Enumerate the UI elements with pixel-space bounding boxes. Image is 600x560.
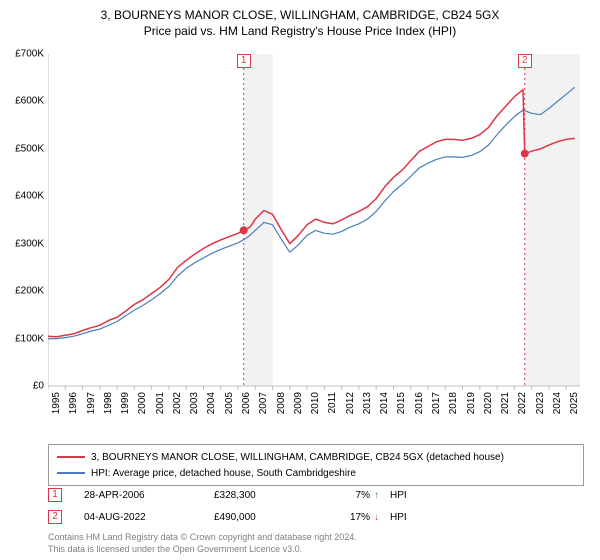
x-axis-label: 2001 [155,392,166,414]
y-axis-label: £600K [0,96,44,107]
x-axis-label: 2016 [414,392,425,414]
x-axis-label: 2011 [327,392,338,414]
legend-label-hpi: HPI: Average price, detached house, Sout… [91,468,356,479]
legend-row-property: 3, BOURNEYS MANOR CLOSE, WILLINGHAM, CAM… [57,449,575,465]
y-axis-label: £400K [0,191,44,202]
x-axis-label: 2008 [276,392,287,414]
title-line-2: Price paid vs. HM Land Registry's House … [0,22,600,38]
x-axis-label: 2003 [189,392,200,414]
x-axis-label: 2010 [310,392,321,414]
x-axis-label: 2020 [483,392,494,414]
chart-sale-marker: 1 [237,54,251,68]
x-axis-label: 2004 [206,392,217,414]
x-axis-label: 2015 [396,392,407,414]
sale-arrow-2-icon: ↓ [374,512,390,523]
y-axis-label: £200K [0,286,44,297]
x-axis-label: 1999 [120,392,131,414]
x-axis-label: 2025 [569,392,580,414]
legend-swatch-hpi [57,472,85,474]
y-axis-label: £500K [0,143,44,154]
y-axis-label: £300K [0,238,44,249]
sale-marker-1: 1 [48,488,62,502]
footer-line-1: Contains HM Land Registry data © Crown c… [48,532,584,544]
sale-vs-2: HPI [390,512,407,523]
x-axis-label: 2007 [258,392,269,414]
x-axis-label: 2017 [431,392,442,414]
sale-marker-2: 2 [48,510,62,524]
legend-row-hpi: HPI: Average price, detached house, Sout… [57,465,575,481]
x-axis-label: 2019 [466,392,477,414]
sale-date-1: 28-APR-2006 [84,490,214,501]
sale-price-1: £328,300 [214,490,324,501]
chart-svg [48,46,584,426]
x-axis-label: 1998 [103,392,114,414]
legend-label-property: 3, BOURNEYS MANOR CLOSE, WILLINGHAM, CAM… [91,452,504,463]
sale-price-2: £490,000 [214,512,324,523]
x-axis-label: 2018 [448,392,459,414]
x-axis-label: 2006 [241,392,252,414]
x-axis-label: 2012 [345,392,356,414]
y-axis-label: £100K [0,333,44,344]
x-axis-label: 1995 [51,392,62,414]
x-axis-label: 2013 [362,392,373,414]
x-axis-label: 2002 [172,392,183,414]
x-axis-label: 2022 [517,392,528,414]
chart-area: £0£100K£200K£300K£400K£500K£600K£700K199… [48,46,584,426]
x-axis-label: 2024 [552,392,563,414]
y-axis-label: £700K [0,49,44,60]
sale-date-2: 04-AUG-2022 [84,512,214,523]
x-axis-label: 1997 [86,392,97,414]
chart-sale-marker: 2 [518,54,532,68]
sale-arrow-1-icon: ↑ [374,490,390,501]
x-axis-label: 2009 [293,392,304,414]
sale-row-1: 1 28-APR-2006 £328,300 7% ↑ HPI [48,486,584,504]
sale-pct-2: 17% [324,512,374,523]
y-axis-label: £0 [0,381,44,392]
sale-pct-1: 7% [324,490,374,501]
footer-line-2: This data is licensed under the Open Gov… [48,544,584,556]
legend-swatch-property [57,456,85,458]
sale-row-2: 2 04-AUG-2022 £490,000 17% ↓ HPI [48,508,584,526]
x-axis-label: 2021 [500,392,511,414]
x-axis-label: 2023 [535,392,546,414]
footer: Contains HM Land Registry data © Crown c… [48,532,584,555]
x-axis-label: 1996 [68,392,79,414]
legend-box: 3, BOURNEYS MANOR CLOSE, WILLINGHAM, CAM… [48,444,584,486]
sale-vs-1: HPI [390,490,407,501]
x-axis-label: 2014 [379,392,390,414]
x-axis-label: 2000 [137,392,148,414]
title-line-1: 3, BOURNEYS MANOR CLOSE, WILLINGHAM, CAM… [0,0,600,22]
x-axis-label: 2005 [224,392,235,414]
